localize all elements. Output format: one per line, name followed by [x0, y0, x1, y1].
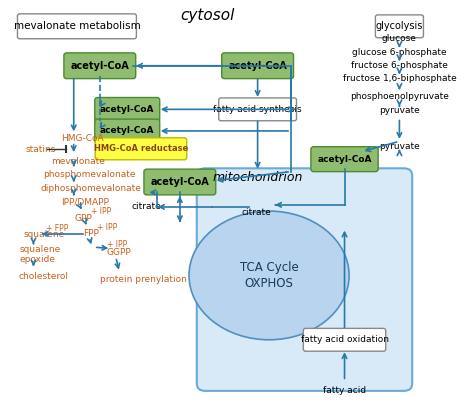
Text: squalene: squalene	[23, 230, 64, 239]
Text: phosphomevalonate: phosphomevalonate	[44, 171, 136, 179]
Text: mitochondrion: mitochondrion	[213, 171, 303, 184]
Text: acetyl-CoA: acetyl-CoA	[100, 126, 155, 135]
FancyBboxPatch shape	[18, 14, 137, 39]
Text: cholesterol: cholesterol	[19, 272, 69, 281]
Text: fatty acid synthesis: fatty acid synthesis	[213, 105, 302, 114]
Text: IPP/DMAPP: IPP/DMAPP	[61, 198, 109, 207]
Text: fatty acid oxidation: fatty acid oxidation	[301, 335, 389, 344]
Text: squalene
epoxide: squalene epoxide	[20, 245, 61, 264]
Text: phosphoenolpyruvate: phosphoenolpyruvate	[350, 92, 449, 102]
Text: GGPP: GGPP	[107, 248, 131, 257]
Text: citrate: citrate	[132, 202, 161, 212]
FancyBboxPatch shape	[95, 138, 187, 160]
Text: GPP: GPP	[74, 214, 92, 223]
FancyBboxPatch shape	[311, 147, 378, 172]
Text: cytosol: cytosol	[180, 8, 235, 23]
FancyBboxPatch shape	[144, 169, 216, 195]
Text: + FPP: + FPP	[46, 224, 69, 233]
Text: acetyl-CoA: acetyl-CoA	[100, 105, 155, 114]
Text: fatty acid: fatty acid	[323, 386, 366, 395]
Text: pyruvate: pyruvate	[379, 106, 420, 115]
Text: acetyl-CoA: acetyl-CoA	[317, 155, 372, 164]
FancyBboxPatch shape	[64, 53, 136, 79]
Text: fructose 1,6-biphosphate: fructose 1,6-biphosphate	[343, 74, 456, 83]
Text: glycolysis: glycolysis	[376, 21, 423, 31]
Text: + IPP: + IPP	[97, 223, 117, 232]
Text: glucose: glucose	[382, 34, 417, 43]
Text: protein prenylation: protein prenylation	[100, 275, 187, 284]
Text: TCA Cycle: TCA Cycle	[240, 261, 299, 274]
Text: acetyl-CoA: acetyl-CoA	[228, 61, 287, 71]
FancyBboxPatch shape	[95, 97, 160, 121]
FancyBboxPatch shape	[95, 119, 160, 143]
Ellipse shape	[189, 211, 349, 340]
Text: HMG-CoA: HMG-CoA	[61, 134, 103, 143]
Text: citrate: citrate	[241, 208, 271, 217]
Text: pyruvate: pyruvate	[379, 142, 420, 151]
FancyBboxPatch shape	[219, 98, 297, 121]
Text: acetyl-CoA: acetyl-CoA	[71, 61, 129, 71]
Text: mevalonate metabolism: mevalonate metabolism	[14, 21, 140, 31]
Text: acetyl-CoA: acetyl-CoA	[150, 177, 209, 187]
Text: mevalonate: mevalonate	[51, 157, 105, 166]
Text: FPP: FPP	[83, 229, 99, 238]
Text: glucose 6-phosphate: glucose 6-phosphate	[352, 48, 447, 56]
Text: diphosphomevalonate: diphosphomevalonate	[40, 184, 141, 193]
Text: OXPHOS: OXPHOS	[245, 277, 293, 290]
FancyBboxPatch shape	[375, 15, 423, 38]
FancyBboxPatch shape	[303, 329, 386, 351]
FancyBboxPatch shape	[197, 168, 412, 391]
FancyBboxPatch shape	[222, 53, 293, 79]
Text: fructose 6-phosphate: fructose 6-phosphate	[351, 61, 448, 70]
Text: statins: statins	[25, 145, 55, 154]
Text: + IPP: + IPP	[91, 207, 111, 216]
Text: HMG-CoA reductase: HMG-CoA reductase	[94, 144, 188, 153]
Text: + IPP: + IPP	[107, 240, 127, 249]
